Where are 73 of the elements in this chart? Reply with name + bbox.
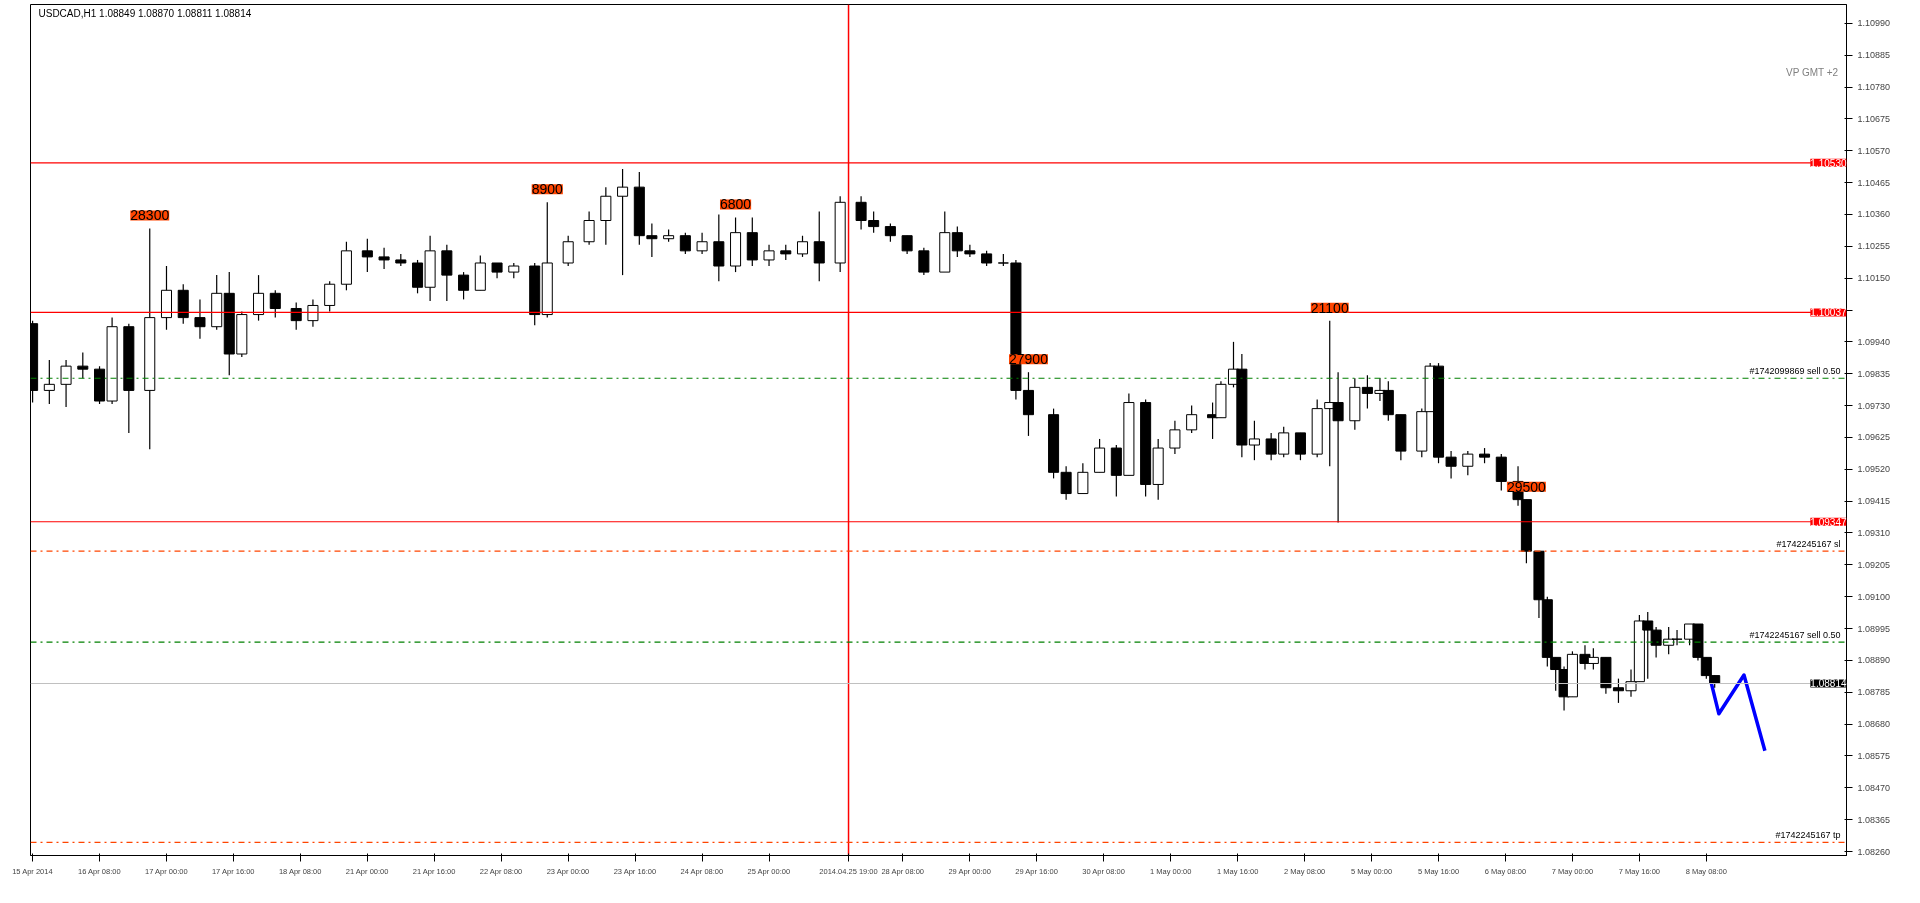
candlestick [951, 225, 963, 258]
candlestick [361, 238, 373, 273]
y-tick-label: 1.10885 [1857, 50, 1891, 61]
y-tick-label: 1.09625 [1857, 432, 1891, 443]
y-tick-label: 1.09940 [1857, 336, 1891, 347]
candlestick [60, 359, 72, 408]
y-tick-label: 1.10255 [1857, 241, 1891, 252]
candlestick [696, 232, 708, 255]
candlestick [679, 232, 691, 255]
candlestick [964, 244, 976, 258]
ref-line-label: 1.10530 [1810, 157, 1847, 169]
candlestick [583, 210, 595, 246]
y-tick-label: 1.08575 [1857, 750, 1891, 761]
annotation: VP GMT +2 [1785, 66, 1839, 78]
candlestick [458, 271, 470, 300]
candlestick [562, 235, 574, 267]
candlestick [307, 298, 319, 328]
y-tick-label: 1.09205 [1857, 559, 1891, 570]
y-tick-label: 1.08365 [1857, 814, 1891, 825]
ref-line-label: 1.09347 [1810, 516, 1847, 528]
y-tick-label: 1.10465 [1857, 177, 1891, 188]
candlestick [884, 222, 896, 243]
y-tick-label: 1.09835 [1857, 368, 1891, 379]
y-tick-label: 1.08260 [1857, 846, 1891, 857]
y-tick-label: 1.08680 [1857, 719, 1891, 730]
candlestick [617, 168, 629, 276]
candlestick [324, 280, 336, 313]
candlestick [1169, 420, 1181, 455]
text: 21100 [1310, 299, 1349, 316]
y-tick-label: 1.10780 [1857, 82, 1891, 93]
y-tick-label: 1.10990 [1857, 18, 1891, 29]
text: 29500 [1506, 478, 1546, 495]
chart-title: USDCAD,H1 1.08849 1.08870 1.08811 1.08814 [38, 7, 252, 19]
candlestick [813, 210, 825, 282]
y-tick-label: 1.09100 [1857, 591, 1891, 602]
y-tick-label: 1.08890 [1857, 655, 1891, 666]
candlestick [269, 289, 281, 319]
ref-line-label: 1.08814 [1810, 678, 1847, 690]
ref-line-label: #1742245167 sell 0.50 [1749, 630, 1841, 641]
y-tick-label: 1.10570 [1857, 145, 1891, 156]
candlestick [1186, 404, 1198, 434]
ref-line-label: #1742245167 tp [1775, 830, 1841, 841]
candlestick [901, 235, 913, 255]
y-tick-label: 1.09415 [1857, 496, 1891, 507]
candlestick [763, 244, 775, 267]
candlestick [290, 301, 302, 331]
y-tick-label: 1.10360 [1857, 209, 1891, 220]
ref-line-label: 1.10037 [1810, 307, 1847, 319]
line-series [1708, 673, 1767, 753]
candlestick [43, 359, 55, 405]
y-tick-label: 1.08470 [1857, 782, 1891, 793]
candlestick [796, 235, 809, 258]
candlestick [1077, 462, 1089, 495]
candlestick [1462, 450, 1474, 476]
candlestick [253, 274, 265, 322]
candlestick [378, 247, 390, 270]
candlestick [918, 247, 930, 276]
y-tick-label: 1.08995 [1857, 623, 1891, 634]
candlestick [1294, 432, 1306, 461]
text: 27900 [1009, 351, 1048, 368]
y-tick-label: 1.09520 [1857, 464, 1891, 475]
candlestick [194, 298, 206, 340]
y-tick-label: 1.10150 [1857, 273, 1891, 284]
y-tick-label: 1.08785 [1857, 687, 1891, 698]
candlestick [77, 351, 89, 379]
text: 28300 [130, 207, 170, 224]
text: 6800 [719, 196, 752, 213]
ref-line-label: #1742099869 sell 0.50 [1749, 366, 1841, 377]
y-tick-label: 1.09730 [1857, 400, 1891, 411]
ref-line-label: #1742245167 sl [1776, 539, 1841, 550]
text: 8900 [531, 181, 563, 198]
y-tick-label: 1.09310 [1857, 528, 1891, 538]
y-tick-label: 1.10675 [1857, 113, 1891, 124]
